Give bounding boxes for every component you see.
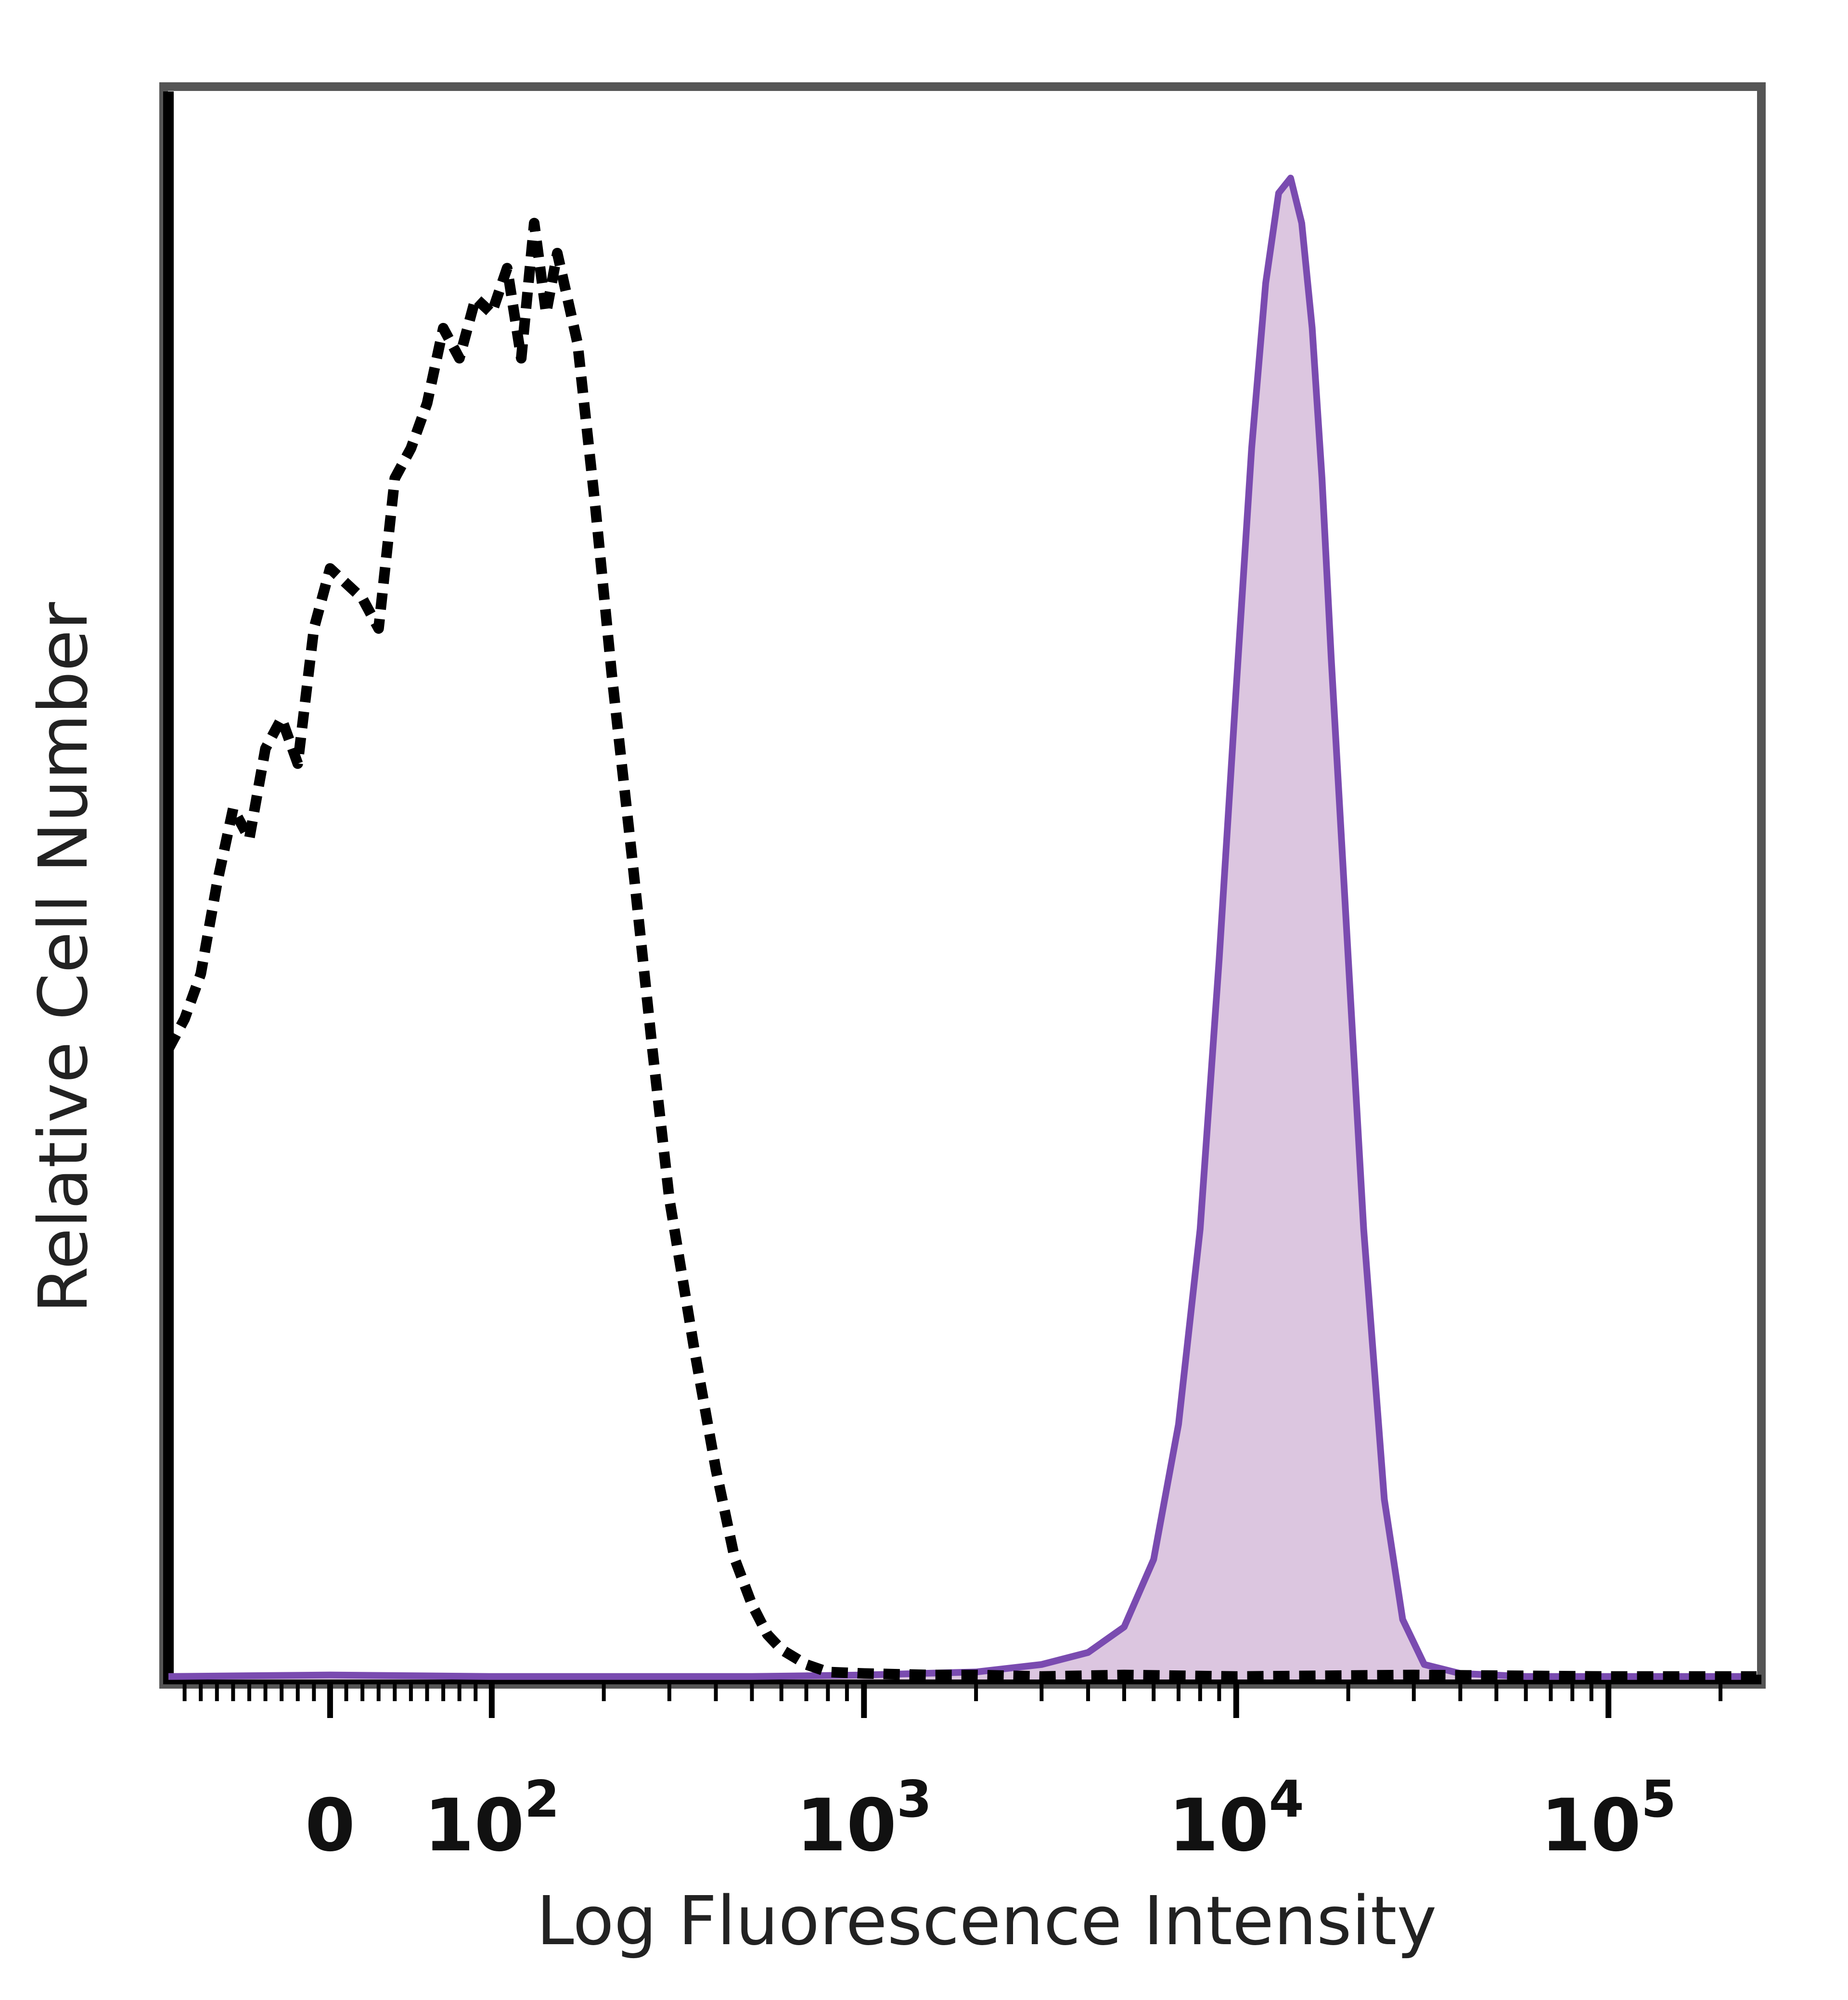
series-layer [164,175,1757,1682]
plot-frame [159,82,1766,1689]
x-tick-label-exponent: 4 [1269,1770,1304,1829]
x-tick-label-base: 10 [1540,1784,1641,1868]
x-tick-label-exponent: 3 [897,1770,932,1829]
x-tick-label: 0 [305,1784,355,1868]
x-tick-label: 105 [1540,1770,1676,1868]
x-tick-label-base: 10 [424,1784,525,1868]
x-tick-label-base: 10 [1168,1784,1269,1868]
x-tick-labels: 0 102 103 104 105 [305,1770,1676,1868]
x-tick-label: 104 [1168,1770,1304,1868]
x-axis-ticks [182,1679,1723,1718]
x-tick-label: 102 [424,1770,560,1868]
y-axis-title: Relative Cell Number [25,602,103,1313]
x-tick-label-base: 10 [796,1784,897,1868]
x-tick-label-exponent: 2 [525,1770,560,1829]
x-tick-label: 103 [796,1770,932,1868]
control-histogram-line [164,218,1757,1682]
x-tick-label-base: 0 [305,1784,355,1868]
series-fill-area [168,178,1757,1679]
x-axis-title: Log Fluorescence Intensity [537,1882,1437,1961]
x-tick-label-exponent: 5 [1641,1770,1676,1829]
